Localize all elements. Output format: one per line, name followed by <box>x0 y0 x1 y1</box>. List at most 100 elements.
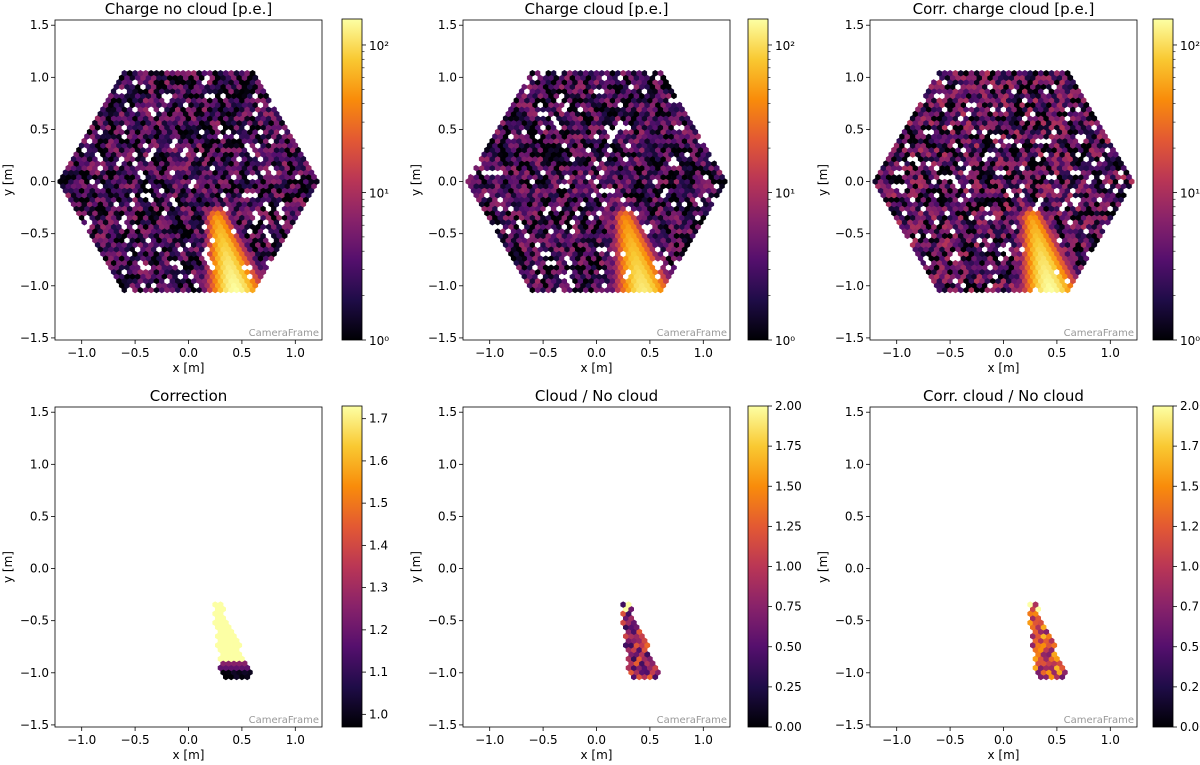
camera-pixel <box>121 277 128 285</box>
camera-pixel <box>1075 232 1082 239</box>
camera-pixel <box>620 187 626 194</box>
camera-pixel <box>180 241 186 248</box>
camera-pixel <box>577 259 584 267</box>
camera-pixel <box>201 115 208 122</box>
camera-pixel <box>901 209 908 217</box>
camera-pixel <box>1094 227 1100 235</box>
camera-pixel <box>652 124 659 131</box>
camera-pixel <box>1048 169 1055 176</box>
camera-pixel <box>596 227 602 235</box>
camera-pixel <box>1067 273 1074 280</box>
camera-pixel <box>1088 173 1095 181</box>
camera-pixel <box>1016 187 1023 194</box>
camera-pixel <box>193 246 200 253</box>
camera-pixel <box>1054 205 1060 212</box>
camera-pixel <box>537 128 544 136</box>
camera-pixel <box>681 155 688 163</box>
camera-pixel <box>1046 146 1052 154</box>
camera-pixel <box>660 227 667 235</box>
camera-pixel <box>1003 255 1009 262</box>
camera-pixel <box>957 151 964 158</box>
camera-pixel <box>183 137 189 145</box>
camera-pixel <box>588 79 594 86</box>
camera-pixel <box>486 178 493 185</box>
camera-pixel <box>231 273 237 280</box>
camera-pixel <box>577 97 584 104</box>
camera-pixel <box>577 133 584 140</box>
camera-pixel <box>1102 151 1108 158</box>
camera-pixel <box>148 169 154 176</box>
camera-pixel <box>223 196 229 203</box>
camera-pixel <box>572 88 578 95</box>
camera-pixel <box>228 115 235 122</box>
camera-pixel <box>540 241 546 248</box>
camera-pixel <box>1011 241 1017 248</box>
camera-pixel <box>947 205 953 212</box>
camera-pixel <box>564 74 570 81</box>
camera-pixel <box>644 128 651 136</box>
camera-pixel <box>263 191 269 199</box>
camera-pixel <box>292 187 299 194</box>
camera-pixel <box>703 164 709 172</box>
camera-pixel <box>231 83 237 90</box>
camera-pixel <box>217 115 224 122</box>
camera-pixel <box>102 182 109 190</box>
camera-pixel <box>1038 196 1044 203</box>
camera-pixel <box>249 106 256 113</box>
camera-pixel <box>1104 173 1111 181</box>
camera-pixel <box>657 97 664 104</box>
camera-pixel <box>891 164 897 172</box>
camera-pixel <box>559 237 565 244</box>
camera-pixel <box>236 246 243 253</box>
camera-pixel <box>188 246 194 253</box>
camera-pixel <box>1003 209 1009 217</box>
camera-pixel <box>636 70 643 77</box>
camera-pixel <box>239 205 245 212</box>
camera-pixel <box>599 196 605 203</box>
camera-pixel <box>1072 255 1079 262</box>
camera-pixel <box>1011 259 1017 267</box>
camera-pixel <box>540 187 546 194</box>
camera-pixel <box>1072 246 1079 253</box>
camera-pixel <box>489 191 496 199</box>
camera-pixel <box>172 246 178 253</box>
camera-pixel <box>548 110 554 118</box>
camera-pixel <box>255 115 261 122</box>
camera-pixel <box>639 83 645 90</box>
camera-pixel <box>81 146 88 154</box>
camera-pixel <box>217 106 224 113</box>
camera-pixel <box>588 241 594 248</box>
camera-pixel <box>1067 255 1074 262</box>
camera-pixel <box>681 110 688 118</box>
camera-pixel <box>569 255 576 262</box>
camera-pixel <box>1072 155 1079 163</box>
camera-pixel <box>260 241 267 248</box>
camera-pixel <box>191 79 197 86</box>
camera-pixel <box>923 255 929 262</box>
camera-pixel <box>1024 282 1031 289</box>
camera-pixel <box>257 119 264 127</box>
camera-pixel <box>631 97 637 104</box>
camera-pixel <box>904 142 911 149</box>
camera-pixel <box>534 259 541 267</box>
camera-pixel <box>126 268 133 276</box>
camera-pixel <box>212 286 218 294</box>
camera-pixel <box>1096 178 1103 185</box>
camera-pixel <box>500 137 506 145</box>
camera-pixel <box>502 196 509 203</box>
camera-pixel <box>524 142 530 149</box>
camera-pixel <box>191 286 197 294</box>
camera-pixel <box>196 97 202 104</box>
camera-pixel <box>244 178 251 185</box>
camera-pixel <box>893 178 900 185</box>
camera-pixel <box>925 232 932 239</box>
camera-pixel <box>936 241 943 248</box>
camera-pixel <box>572 214 578 221</box>
camera-pixel <box>641 124 648 131</box>
camera-pixel <box>939 282 945 289</box>
camera-pixel <box>687 128 693 136</box>
camera-pixel <box>279 155 285 163</box>
camera-pixel <box>1006 250 1012 257</box>
camera-pixel <box>1030 173 1036 181</box>
camera-pixel <box>673 160 680 167</box>
